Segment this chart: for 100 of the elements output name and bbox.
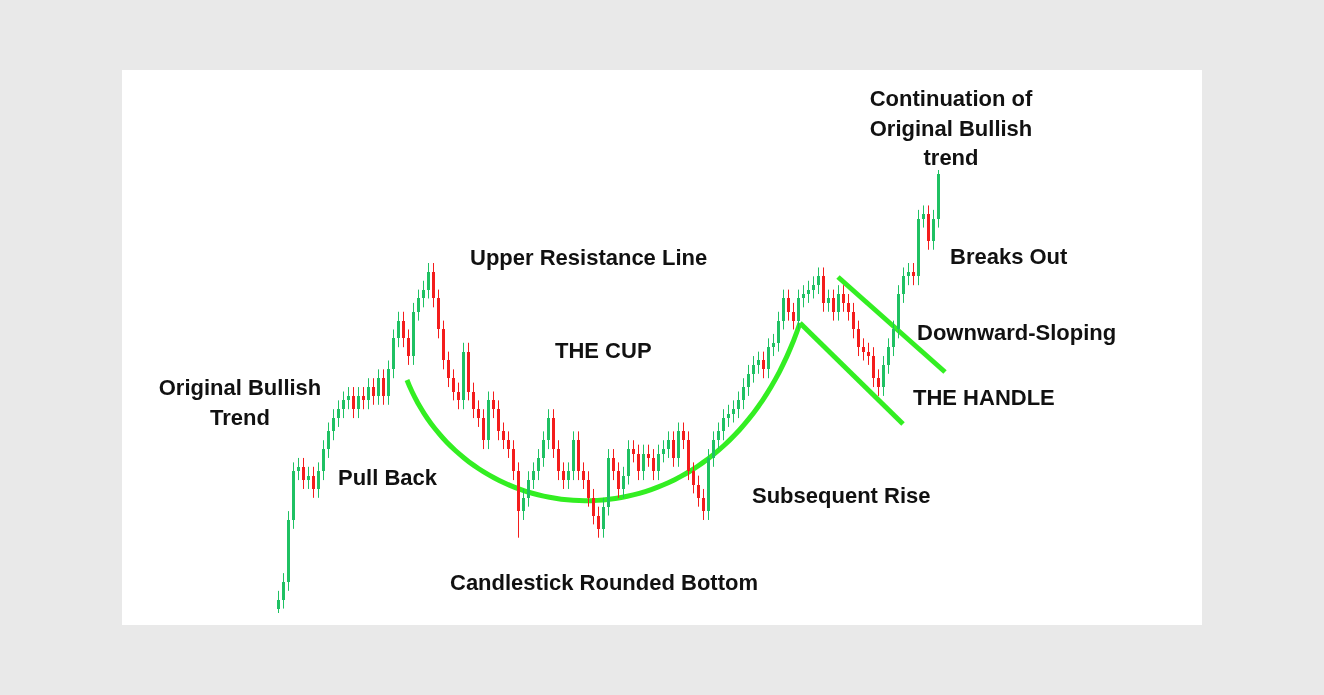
candlestick	[772, 333, 775, 357]
candlestick	[652, 448, 655, 481]
candlestick	[662, 439, 665, 463]
candlestick	[427, 262, 430, 299]
candlestick	[327, 422, 330, 459]
candlestick	[492, 391, 495, 419]
candlestick	[582, 461, 585, 490]
candlestick	[282, 572, 285, 610]
candlestick	[832, 289, 835, 322]
candlestick	[352, 386, 355, 419]
candlestick	[672, 430, 675, 468]
annotation: Pull Back	[338, 465, 438, 490]
candlestick	[452, 368, 455, 401]
candlestick	[737, 391, 740, 419]
candlestick	[417, 289, 420, 322]
candlestick	[862, 337, 865, 361]
candlestick	[837, 284, 840, 322]
candlestick	[922, 204, 925, 229]
candlestick	[297, 457, 300, 481]
candlestick	[382, 368, 385, 406]
candlestick	[367, 377, 370, 410]
candlestick	[802, 284, 805, 308]
candlestick	[682, 422, 685, 450]
candlestick	[512, 439, 515, 481]
candlestick	[542, 430, 545, 468]
candlestick	[602, 497, 605, 539]
candlestick	[827, 289, 830, 313]
candlestick	[532, 461, 535, 490]
candlestick	[887, 337, 890, 375]
candlestick	[852, 302, 855, 339]
annotation: Downward-Sloping	[917, 320, 1117, 345]
candlestick	[727, 404, 730, 428]
candlestick	[337, 399, 340, 428]
candlestick	[637, 444, 640, 481]
candlestick	[782, 289, 785, 330]
candlestick	[797, 289, 800, 330]
candlestick	[767, 337, 770, 379]
candlestick	[402, 311, 405, 348]
candlestick	[697, 475, 700, 508]
candlestick	[497, 399, 500, 441]
candlestick	[817, 266, 820, 295]
candlestick	[477, 399, 480, 428]
candlestick	[567, 461, 570, 490]
candlestick	[867, 342, 870, 366]
candlestick	[807, 280, 810, 304]
candlestick	[557, 439, 560, 481]
candlestick	[377, 368, 380, 406]
candlestick	[742, 377, 745, 410]
annotation: Upper Resistance Line	[470, 245, 708, 270]
candlestick	[642, 444, 645, 481]
candlestick	[307, 466, 310, 490]
candlestick	[747, 364, 750, 397]
candlestick	[362, 386, 365, 410]
candlestick	[537, 448, 540, 481]
candlestick	[597, 506, 600, 539]
candlestick	[647, 444, 650, 468]
annotation: Continuation of Original Bullish trend	[869, 86, 1033, 170]
candlestick	[732, 399, 735, 424]
candlestick	[397, 311, 400, 348]
candlestick	[547, 408, 550, 450]
candlestick	[702, 488, 705, 521]
candlestick	[847, 293, 850, 322]
candlestick	[372, 377, 375, 406]
candlestick	[447, 351, 450, 388]
candlestick	[777, 311, 780, 353]
candlestick	[842, 284, 845, 313]
candlestick	[712, 430, 715, 468]
candlestick	[787, 289, 790, 322]
candlestick	[717, 422, 720, 450]
candlestick	[322, 439, 325, 481]
annotation: Subsequent Rise	[752, 483, 931, 508]
candlestick	[657, 444, 660, 481]
candlestick	[722, 408, 725, 441]
candlestick	[332, 408, 335, 441]
candlestick	[482, 408, 485, 450]
candlestick	[812, 275, 815, 299]
candlestick	[617, 461, 620, 499]
candlestick	[357, 386, 360, 419]
candlestick	[877, 368, 880, 397]
candlestick	[407, 328, 410, 366]
candlestick	[472, 382, 475, 419]
candlestick	[932, 209, 935, 251]
text: Breaks Out	[950, 244, 1069, 269]
candlestick	[882, 355, 885, 397]
annotation: Candlestick Rounded Bottom	[450, 570, 759, 595]
annotation: THE CUP	[555, 338, 652, 363]
annotation: Original Bullish Trend	[158, 375, 322, 430]
candlestick	[592, 488, 595, 525]
candlestick	[347, 386, 350, 410]
candlestick	[872, 346, 875, 388]
candlestick	[912, 262, 915, 286]
candlestick	[692, 461, 695, 494]
annotation: THE HANDLE	[913, 385, 1055, 410]
candlestick	[302, 457, 305, 490]
candlestick	[622, 466, 625, 499]
candlestick	[902, 266, 905, 304]
candlestick	[502, 422, 505, 450]
candlestick	[792, 302, 795, 330]
candlestick	[907, 262, 910, 286]
candlestick	[277, 590, 280, 614]
